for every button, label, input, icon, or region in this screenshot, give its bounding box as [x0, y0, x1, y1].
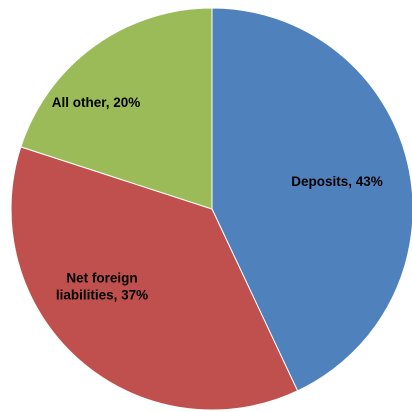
data-label-net-foreign-liabilities: Net foreign liabilities, 37%: [56, 271, 148, 303]
data-label-line: liabilities, 37%: [56, 288, 148, 303]
data-label-all-other: All other, 20%: [52, 95, 141, 110]
pie-slices: [10, 7, 412, 411]
pie-slice-net-foreign-liabilities: [10, 146, 299, 411]
pie-slice-deposits: [211, 7, 412, 392]
pie-slice-all-other: [20, 7, 213, 210]
data-label-line: Deposits, 43%: [291, 174, 383, 189]
data-label-line: All other, 20%: [52, 95, 141, 110]
data-label-deposits: Deposits, 43%: [291, 174, 383, 189]
pie-labels: Deposits, 43% Net foreign liabilities, 37%…: [52, 95, 383, 303]
data-label-line: Net foreign: [66, 271, 137, 286]
